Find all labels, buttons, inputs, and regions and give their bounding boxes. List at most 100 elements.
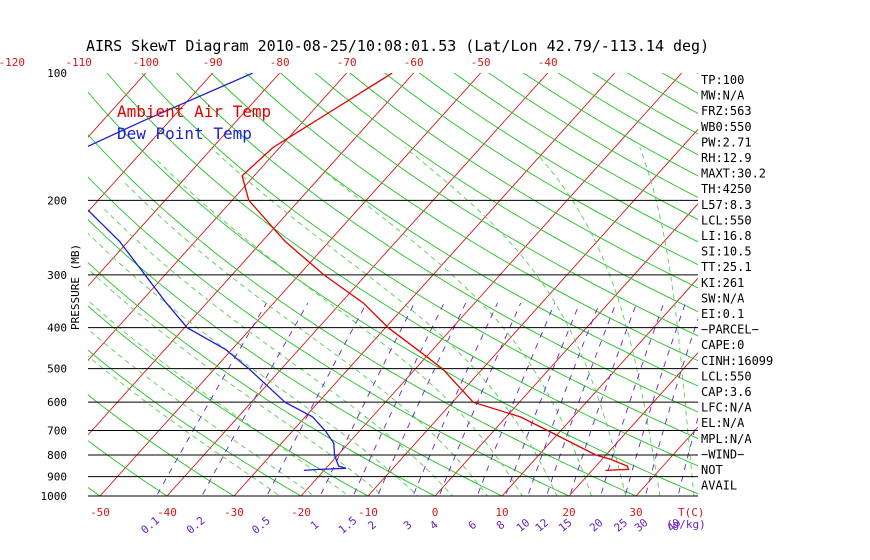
isotherm-line [88,73,348,362]
index-item: MAXT:30.2 [701,167,766,181]
dry-adiabat-line [279,73,698,337]
legend-ambient-air-temp: Ambient Air Temp [117,102,271,121]
dry-adiabat-line [88,133,638,496]
dry-adiabat-line [418,73,698,243]
moist-adiabat-line [104,208,454,496]
dry-adiabat-line [210,73,698,387]
bottom-tick-label: 20 [562,506,575,519]
top-tick-label: -70 [337,56,357,69]
mixing-ratio-label: 20 [587,516,606,534]
mixing-ratio-label: 2 [365,518,378,532]
mixing-ratio-label: 0.2 [184,514,208,537]
top-tick-label: -60 [404,56,424,69]
mixing-ratio-line [438,302,522,496]
isotherm-line [88,73,214,213]
mixing-ratio-line [266,302,367,496]
index-item: RH:12.9 [701,151,752,165]
mixing-ratio-label: 10 [514,516,533,534]
mixing-ratio-line [476,302,556,496]
isotherm-line [300,73,683,496]
index-item: PW:2.71 [701,135,752,149]
dry-adiabat-line [314,73,698,313]
index-item: AVAIL [701,479,737,493]
isotherm-line [88,73,281,287]
dry-adiabat-line [88,261,437,496]
isotherm-line [233,73,616,496]
mixing-ratio-label: 12 [533,516,552,534]
mixing-ratio-unit-label: (g/kg) [666,518,706,531]
dry-adiabat-line [791,32,870,507]
index-item: −WIND− [701,447,744,461]
dry-adiabat-line [383,73,698,266]
chart-title: AIRS SkewT Diagram 2010-08-25/10:08:01.5… [86,37,709,55]
moist-adiabat-line [155,158,523,496]
mixing-ratio-label: 1 [308,518,321,532]
dry-adiabat-line [88,394,235,496]
isotherm-line [568,351,698,496]
index-item: TT:25.1 [701,260,752,274]
top-tick-label: -120 [0,56,25,69]
index-item: L57:8.3 [701,198,752,212]
y-tick-label: 800 [47,449,67,462]
moist-adiabat-line [88,299,350,496]
isotherm-line [0,73,12,496]
index-item: TP:100 [701,73,744,87]
index-item: EL:N/A [701,416,745,430]
top-tick-label: -50 [471,56,491,69]
x-unit-label: T(C) [678,506,705,519]
index-item: NOT [701,463,723,477]
isotherm-line [88,73,415,436]
dry-adiabat-line [88,349,302,496]
y-tick-label: 500 [47,363,67,376]
isotherm-line [166,73,549,496]
bottom-tick-label: -20 [291,506,311,519]
top-tick-label: -100 [132,56,159,69]
dry-adiabat-line [88,305,369,496]
index-item: LI:16.8 [701,229,752,243]
moist-adiabat-line [122,180,489,496]
isobar-lines [88,199,698,497]
moist-adiabat-line [88,268,384,496]
index-item: CAP:3.6 [701,385,752,399]
y-tick-label: 400 [47,322,67,335]
dry-adiabat-line [88,440,168,496]
dry-adiabat-line [349,73,698,289]
dew-point-temp-line [88,73,347,472]
index-item: −PARCEL− [701,323,759,337]
top-tick-label: -40 [538,56,558,69]
isotherm-line [367,128,698,496]
isotherm-line [501,277,698,496]
isotherm-line [434,203,698,496]
y-tick-label: 300 [47,269,67,282]
index-item: SI:10.5 [701,245,752,259]
bottom-tick-label: 10 [495,506,508,519]
index-item: LCL:550 [701,369,752,383]
y-tick-label: 900 [47,471,67,484]
top-tick-label: -110 [65,56,92,69]
moist-adiabat-line [530,147,661,496]
profile-series [88,73,630,472]
moist-adiabat-line [295,147,592,496]
moist-adiabat-line [404,147,627,496]
mixing-ratio-label: 25 [612,516,631,534]
mixing-ratio-label: 8 [494,518,507,532]
index-item: WB0:550 [701,120,752,134]
index-item: CINH:16099 [701,354,773,368]
index-item: SW:N/A [701,291,745,305]
mixing-ratio-line [504,302,581,496]
dry-adiabat-line [88,176,571,496]
index-item: LFC:N/A [701,401,752,415]
y-tick-label: 200 [47,194,67,207]
dry-adiabat-line [175,73,698,413]
y-tick-label: 1000 [41,490,68,503]
bottom-tick-label: -10 [358,506,378,519]
isotherm-line [770,73,870,496]
moist-adiabat-line [88,355,281,496]
y-tick-label: 600 [47,396,67,409]
bottom-tick-label: -50 [90,506,110,519]
index-item: MW:N/A [701,89,745,103]
y-tick-label: 700 [47,424,67,437]
dry-adiabat-line [453,73,698,220]
